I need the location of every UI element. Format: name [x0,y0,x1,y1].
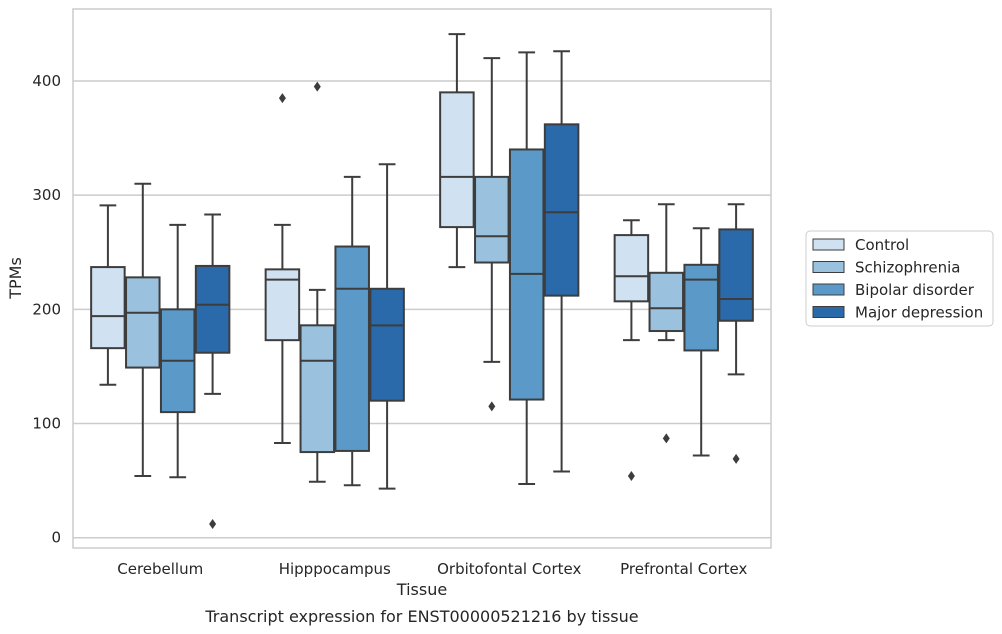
y-tick-label: 300 [32,186,61,204]
box-0-1 [125,182,161,478]
box-iqr [543,123,580,297]
legend-label: Schizophrenia [855,259,960,277]
box-3-1 [648,203,685,444]
box-3-3 [718,203,754,464]
box-iqr [648,271,685,333]
box-iqr [90,266,126,350]
legend-swatch [812,238,845,251]
box-2-3 [543,50,580,473]
outlier-point [488,401,496,412]
box-1-3 [369,163,405,490]
plot-area-frame [72,8,772,549]
y-tick-label: 200 [32,300,61,318]
box-0-3 [194,213,231,530]
y-axis-label: TPMs [6,257,25,300]
legend-label: Major depression [855,304,983,322]
box-series-group [90,33,754,530]
outlier-point [209,519,217,530]
box-1-2 [334,175,370,487]
box-2-0 [439,33,475,269]
box-iqr [369,287,405,402]
y-tick-labels: 0 100 200 300 400 [32,72,61,547]
box-iqr [194,264,231,354]
box-0-2 [159,223,196,479]
box-iqr [264,268,301,342]
box-1-0 [264,93,301,444]
outlier-point [313,81,321,92]
box-iqr [439,91,475,229]
outlier-point [662,433,670,444]
x-tick-label: Prefrontal Cortex [620,560,747,578]
x-tick-label: Cerebellum [117,560,203,578]
box-iqr [683,263,719,352]
y-tick-label: 400 [32,72,61,90]
box-2-2 [508,51,545,486]
box-iqr [125,276,161,369]
box-3-2 [683,227,719,457]
legend-label: Bipolar disorder [855,281,975,299]
box-iqr [613,234,650,303]
box-iqr [474,175,510,264]
y-tick-label: 100 [32,415,61,433]
box-iqr [334,245,370,452]
legend-swatch [812,306,845,318]
figure-caption: Transcript expression for ENST0000052121… [204,607,638,626]
outlier-point [732,453,740,464]
legend-swatch [812,283,845,296]
box-iqr [299,324,336,454]
legend: Control Schizophrenia Bipolar disorder Majo… [805,230,994,327]
x-axis-label: Tissue [396,580,447,599]
box-2-1 [474,57,510,412]
box-iqr [718,228,754,322]
box-3-0 [613,219,650,482]
x-tick-labels: Cerebellum Hipppocampus Orbitofontal Corte… [117,560,747,578]
legend-label: Control [855,236,909,254]
box-0-0 [90,204,126,386]
y-tick-label: 0 [51,529,61,547]
x-tick-label: Orbitofontal Cortex [437,560,581,578]
legend-swatch [812,261,845,273]
box-1-1 [299,81,336,483]
outlier-point [627,471,635,482]
x-tick-label: Hipppocampus [279,560,391,578]
legend-frame [805,230,994,327]
outlier-point [278,93,286,104]
